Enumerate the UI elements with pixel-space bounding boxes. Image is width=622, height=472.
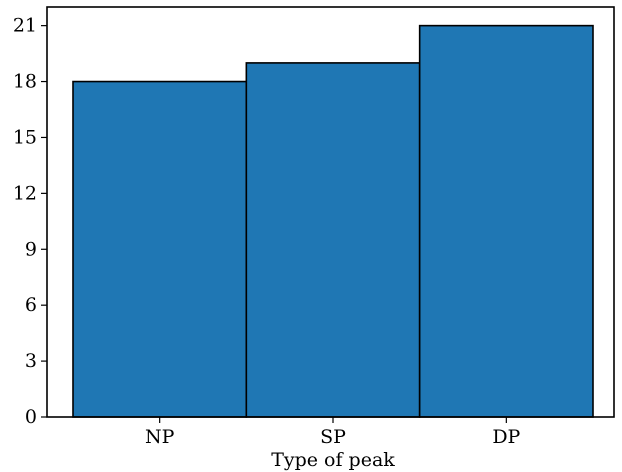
x-tick-label: DP bbox=[492, 426, 520, 448]
bars-group bbox=[72, 24, 594, 418]
y-tick-label: 15 bbox=[13, 126, 37, 148]
y-tick-label: 18 bbox=[13, 71, 37, 93]
bar-dp bbox=[418, 24, 594, 418]
x-tick-label: SP bbox=[320, 426, 346, 448]
bar-sp bbox=[245, 62, 421, 418]
y-tick-label: 12 bbox=[13, 182, 37, 204]
plot-frame bbox=[46, 6, 615, 418]
x-axis-label: Type of peak bbox=[271, 449, 395, 471]
bar-np bbox=[72, 80, 248, 418]
x-axis: NP SP DP bbox=[145, 417, 521, 448]
x-tick-label: NP bbox=[145, 426, 175, 448]
y-tick-label: 21 bbox=[13, 15, 37, 37]
y-axis: 0 3 6 9 12 15 18 21 bbox=[13, 15, 47, 428]
y-tick-label: 9 bbox=[25, 238, 37, 260]
y-tick-label: 0 bbox=[25, 406, 37, 428]
y-tick-label: 6 bbox=[25, 294, 37, 316]
y-tick-label: 3 bbox=[25, 350, 37, 372]
